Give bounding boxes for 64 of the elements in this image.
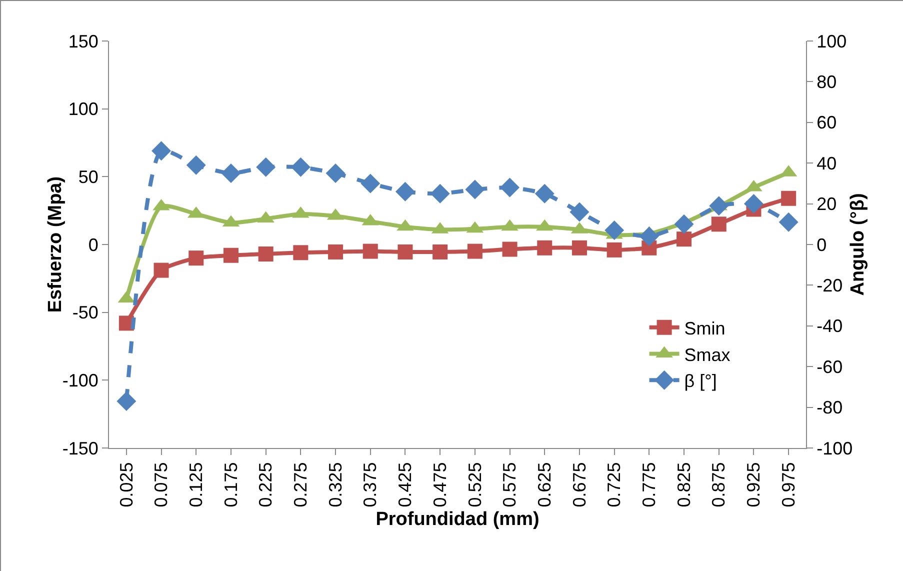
y-tick-label: -50 [72,302,98,323]
x-tick-label: 0.675 [569,462,590,508]
x-tick-label: 0.975 [778,462,798,508]
x-tick-label: 0.875 [708,462,729,508]
y-tick-label: -100 [62,370,98,390]
x-tick-label: 0.575 [500,462,520,508]
x-tick-label: 0.275 [290,462,311,508]
y2-tick-label: -80 [816,398,843,418]
point [709,196,729,216]
legend-label: Smin [684,318,726,338]
x-tick-label: 0.725 [604,462,624,508]
point [778,212,798,232]
x-tick-label: 0.425 [395,462,416,508]
point [430,184,450,204]
point [290,157,310,177]
y2-tick-label: 100 [816,31,847,52]
point [500,178,520,198]
y-tick-label: 0 [88,234,98,255]
y2-tick-label: 0 [816,234,827,255]
y2-tick-label: 40 [816,153,837,174]
point [744,194,764,214]
point [674,214,694,234]
y-tick-label: 50 [78,166,98,187]
point [360,174,380,194]
x-tick-label: 0.475 [430,462,450,508]
x-tick-label: 0.775 [639,462,660,508]
y2-tick-label: -60 [816,356,843,377]
y2-tick-label: -20 [816,276,843,296]
point [116,391,136,411]
x-tick-label: 0.525 [464,462,485,508]
x-tick-label: 0.325 [325,462,346,508]
point [326,164,346,184]
y-tick-label: 150 [68,31,98,52]
y2-tick-label: 20 [816,194,837,214]
point [570,202,590,222]
legend-label: β [°] [684,371,717,392]
x-tick-label: 0.175 [220,462,241,508]
x-tick-label: 0.625 [534,462,554,508]
x-tick-label: 0.375 [360,462,380,508]
y2-tick-label: 60 [816,112,837,133]
y2-tick-label: -100 [816,438,853,458]
point [186,155,206,175]
legend-label: Smax [684,344,730,365]
point [639,226,659,246]
point [221,164,241,184]
y2-tick-label: 80 [816,72,837,92]
y-axis-title: Esfuerzo (Mpa) [45,176,66,313]
y-tick-label: -150 [62,438,98,458]
x-tick-label: 0.225 [256,462,276,508]
y2-tick-label: -40 [816,316,843,336]
y2-axis-title: Angulo (°β) [848,193,868,296]
x-tick-label: 0.925 [744,462,764,508]
point [152,141,172,161]
point [395,182,415,202]
x-tick-label: 0.125 [186,462,206,508]
x-tick-label: 0.025 [116,462,136,508]
y-tick-label: 100 [68,99,98,120]
point [256,157,276,177]
point [604,220,624,240]
point [534,184,554,204]
x-axis-title: Profundidad (mm) [376,509,540,530]
x-tick-label: 0.075 [151,462,172,508]
point [465,180,485,200]
x-tick-label: 0.825 [674,462,694,508]
